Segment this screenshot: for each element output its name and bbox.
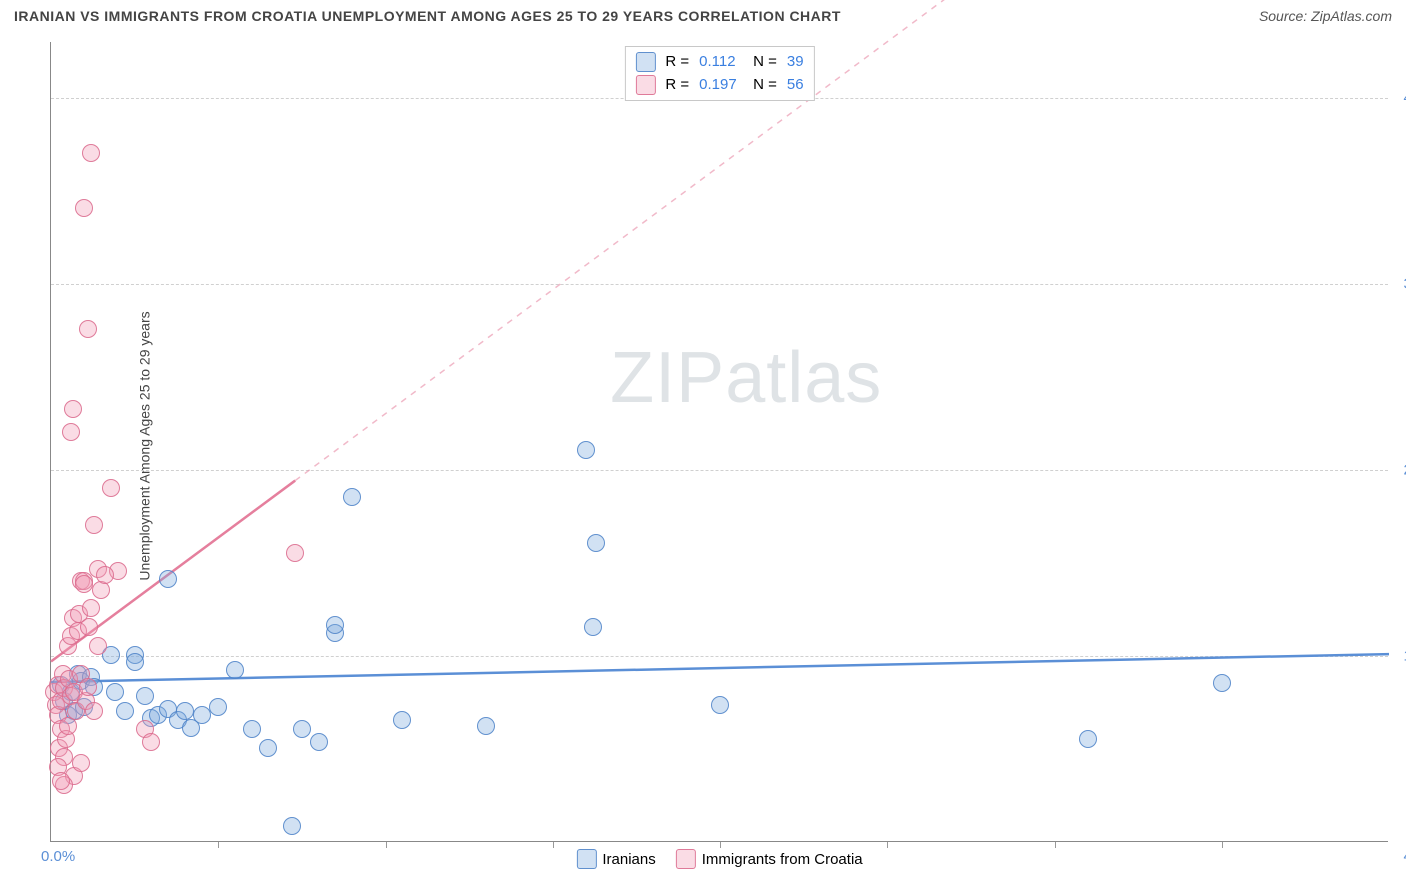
x-origin-label: 0.0% — [41, 848, 75, 865]
r-value: 0.112 — [699, 51, 743, 74]
scatter-point-croatia — [286, 544, 304, 562]
source-label: Source: ZipAtlas.com — [1259, 8, 1392, 24]
scatter-point-croatia — [96, 566, 114, 584]
scatter-point-iranians — [477, 717, 495, 735]
scatter-point-iranians — [393, 711, 411, 729]
title-bar: IRANIAN VS IMMIGRANTS FROM CROATIA UNEMP… — [0, 0, 1406, 30]
swatch-icon — [676, 849, 696, 869]
scatter-point-iranians — [106, 683, 124, 701]
scatter-point-iranians — [1213, 674, 1231, 692]
scatter-point-croatia — [75, 575, 93, 593]
r-value: 0.197 — [699, 74, 743, 97]
scatter-point-croatia — [89, 637, 107, 655]
scatter-point-iranians — [343, 488, 361, 506]
scatter-point-iranians — [577, 441, 595, 459]
stats-box: R = 0.112 N = 39 R = 0.197 N = 56 — [624, 46, 814, 101]
legend-item-croatia: Immigrants from Croatia — [676, 849, 863, 869]
scatter-point-croatia — [72, 754, 90, 772]
scatter-point-iranians — [136, 687, 154, 705]
scatter-point-croatia — [142, 733, 160, 751]
scatter-point-iranians — [293, 720, 311, 738]
r-label: R = — [665, 51, 689, 74]
scatter-point-iranians — [126, 653, 144, 671]
stats-row-iranians: R = 0.112 N = 39 — [635, 51, 803, 74]
x-minor-tick — [887, 842, 888, 848]
scatter-point-croatia — [82, 599, 100, 617]
trend-line-dashed-croatia — [295, 0, 1389, 481]
scatter-point-iranians — [243, 720, 261, 738]
scatter-point-croatia — [64, 400, 82, 418]
gridline-h — [51, 284, 1388, 285]
scatter-point-croatia — [80, 618, 98, 636]
legend-label: Iranians — [602, 851, 655, 868]
stats-row-croatia: R = 0.197 N = 56 — [635, 74, 803, 97]
x-minor-tick — [553, 842, 554, 848]
legend: Iranians Immigrants from Croatia — [576, 849, 862, 869]
x-minor-tick — [720, 842, 721, 848]
scatter-point-croatia — [75, 199, 93, 217]
x-minor-tick — [386, 842, 387, 848]
scatter-point-iranians — [176, 702, 194, 720]
scatter-point-croatia — [62, 423, 80, 441]
scatter-point-iranians — [116, 702, 134, 720]
scatter-point-iranians — [1079, 730, 1097, 748]
x-minor-tick — [218, 842, 219, 848]
scatter-point-croatia — [52, 772, 70, 790]
scatter-point-iranians — [209, 698, 227, 716]
legend-label: Immigrants from Croatia — [702, 851, 863, 868]
n-value: 56 — [787, 74, 804, 97]
swatch-icon — [635, 52, 655, 72]
scatter-point-croatia — [85, 702, 103, 720]
legend-item-iranians: Iranians — [576, 849, 655, 869]
x-minor-tick — [1055, 842, 1056, 848]
scatter-point-croatia — [85, 516, 103, 534]
scatter-plot: ZIPatlas 10.0%20.0%30.0%40.0%0.0%40.0%R … — [50, 42, 1388, 842]
r-label: R = — [665, 74, 689, 97]
n-label: N = — [753, 74, 777, 97]
scatter-point-iranians — [584, 618, 602, 636]
scatter-point-iranians — [711, 696, 729, 714]
gridline-h — [51, 656, 1388, 657]
scatter-point-croatia — [79, 678, 97, 696]
scatter-point-iranians — [159, 570, 177, 588]
scatter-point-croatia — [82, 144, 100, 162]
swatch-icon — [576, 849, 596, 869]
scatter-point-croatia — [79, 320, 97, 338]
n-label: N = — [753, 51, 777, 74]
scatter-point-iranians — [310, 733, 328, 751]
trend-line-iranians — [51, 654, 1389, 682]
x-minor-tick — [1222, 842, 1223, 848]
scatter-point-croatia — [102, 479, 120, 497]
scatter-point-iranians — [226, 661, 244, 679]
scatter-point-iranians — [283, 817, 301, 835]
scatter-point-iranians — [193, 706, 211, 724]
n-value: 39 — [787, 51, 804, 74]
watermark: ZIPatlas — [610, 337, 882, 419]
gridline-h — [51, 470, 1388, 471]
chart-title: IRANIAN VS IMMIGRANTS FROM CROATIA UNEMP… — [14, 8, 841, 24]
scatter-point-iranians — [587, 534, 605, 552]
scatter-point-iranians — [326, 616, 344, 634]
scatter-point-iranians — [259, 739, 277, 757]
swatch-icon — [635, 75, 655, 95]
